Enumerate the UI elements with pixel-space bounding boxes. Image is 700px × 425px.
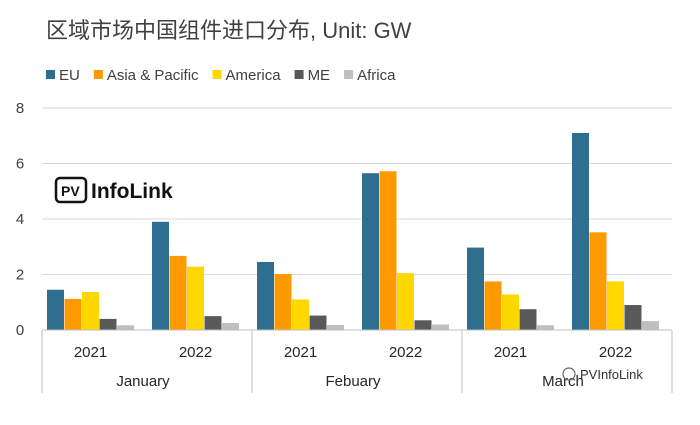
bars (47, 132, 659, 330)
bar-eu-1 (152, 221, 169, 330)
bar-africa-0 (117, 325, 134, 330)
x-group-label-1: Febuary (325, 373, 381, 390)
bar-asia-pacific-4 (484, 281, 502, 330)
chart-title: 区域市场中国组件进口分布, Unit: GW (46, 18, 412, 43)
legend: EU Asia & Pacific America ME Africa (46, 67, 396, 84)
legend-label-0: EU (59, 67, 80, 84)
bar-america-2 (292, 299, 309, 330)
bar-eu-5 (572, 132, 589, 330)
logo-badge (54, 176, 88, 204)
bar-africa-4 (537, 325, 554, 330)
y-tick-label-3: 6 (16, 156, 24, 173)
x-group-label-0: January (116, 373, 170, 390)
bar-asia-pacific-3 (379, 171, 397, 330)
bar-me-0 (99, 318, 117, 330)
y-tick-label-1: 2 (16, 267, 24, 284)
legend-label-4: Africa (357, 67, 396, 84)
y-tick-label-2: 4 (16, 211, 24, 228)
bar-asia-pacific-2 (274, 273, 292, 330)
bar-africa-5 (642, 321, 659, 330)
wechat-icon (562, 367, 576, 381)
x-tick-label-4: 2021 (494, 344, 527, 361)
gridlines (42, 107, 672, 275)
x-tick-label-5: 2022 (599, 344, 632, 361)
x-tick-label-2: 2021 (284, 344, 317, 361)
logo-text: InfoLink (91, 180, 173, 203)
bar-eu-3 (362, 173, 379, 330)
bar-america-3 (397, 273, 414, 330)
bar-africa-2 (327, 325, 344, 330)
x-tick-label-0: 2021 (74, 344, 107, 361)
bar-me-5 (624, 305, 642, 330)
logo-badge-text: PV (61, 183, 80, 199)
x-tick-label-3: 2022 (389, 344, 422, 361)
bar-eu-2 (257, 262, 274, 330)
bar-me-1 (204, 316, 222, 330)
bar-africa-1 (222, 323, 239, 330)
legend-swatch-1 (93, 70, 103, 79)
legend-swatch-0 (46, 70, 55, 79)
y-tick-label-0: 0 (16, 322, 24, 339)
x-tick-label-1: 2022 (179, 344, 212, 361)
bar-eu-0 (47, 289, 64, 330)
legend-swatch-3 (294, 70, 304, 79)
watermark: PVInfoLink (562, 367, 643, 382)
bar-america-1 (187, 266, 204, 330)
bar-me-2 (309, 315, 327, 330)
bar-america-4 (502, 294, 519, 330)
bar-america-5 (607, 281, 624, 330)
legend-swatch-4 (344, 70, 354, 79)
y-axis: 0 2 4 6 8 (16, 100, 24, 339)
bar-america-0 (82, 291, 99, 330)
bar-me-3 (414, 320, 432, 330)
legend-swatch-2 (212, 70, 222, 79)
watermark-text: PVInfoLink (580, 367, 643, 382)
bar-africa-3 (432, 324, 449, 330)
bar-asia-pacific-1 (169, 255, 187, 330)
bar-asia-pacific-5 (589, 232, 607, 330)
legend-label-1: Asia & Pacific (107, 67, 199, 84)
y-tick-label-4: 8 (16, 100, 24, 117)
bar-eu-4 (467, 247, 484, 330)
infolink-logo: PV InfoLink (54, 176, 173, 204)
bar-me-4 (519, 309, 537, 330)
legend-label-2: America (226, 67, 282, 84)
bar-asia-pacific-0 (64, 298, 82, 330)
legend-label-3: ME (308, 67, 331, 84)
